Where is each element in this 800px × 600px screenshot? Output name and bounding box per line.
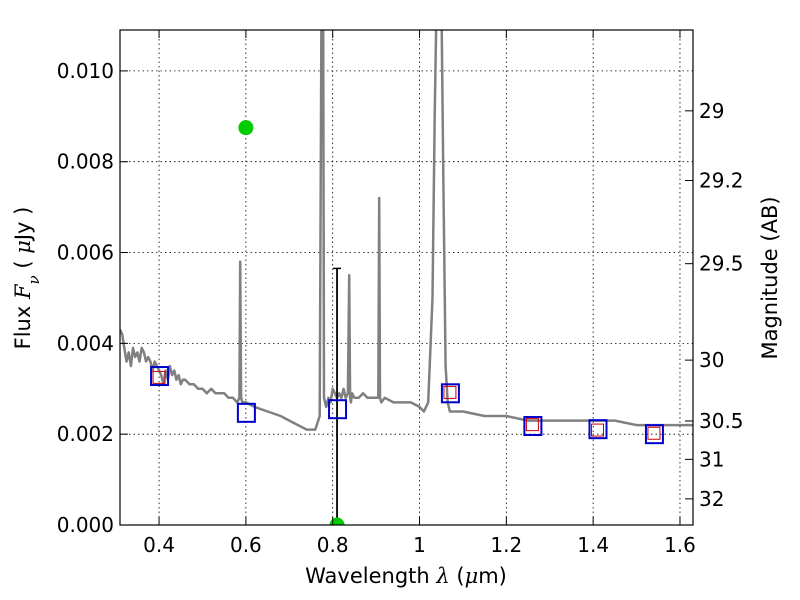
model-photometry-square <box>236 402 256 423</box>
x-tick-label: 1.2 <box>490 533 522 557</box>
y2-axis-ticks: 29 29.2 29.5 30 30.5 31 32 <box>685 99 744 511</box>
x-tick-label: 0.8 <box>317 533 349 557</box>
y-tick-label: 0.004 <box>57 331 114 355</box>
model-photometry-square <box>150 366 170 387</box>
y2-tick-label: 29.5 <box>699 252 744 276</box>
model-photometry-square <box>588 419 608 440</box>
model-photometry-square <box>328 399 348 420</box>
y-tick-label: 0.006 <box>57 241 114 265</box>
x-tick-label: 1 <box>413 533 426 557</box>
observed-flux-square <box>525 418 539 432</box>
model-photometry-square <box>523 416 543 436</box>
y-axis-ticks: 0.000 0.002 0.004 0.006 0.008 0.010 <box>57 59 128 537</box>
y-tick-label: 0.010 <box>57 59 114 83</box>
detection-markers <box>238 120 345 525</box>
x-tick-label: 0.4 <box>143 533 175 557</box>
y2-tick-label: 32 <box>699 487 724 511</box>
model-photometry-square <box>440 383 460 404</box>
observed-flux-square <box>443 385 457 399</box>
y-tick-label: 0.008 <box>57 150 114 174</box>
y2-tick-label: 31 <box>699 447 724 471</box>
model-photometry-square <box>644 424 664 445</box>
y2-tick-label: 30 <box>699 348 724 372</box>
observed-flux-markers <box>152 370 661 440</box>
observed-flux-square <box>152 370 166 384</box>
sed-model-line <box>120 30 693 431</box>
y-axis-label: Flux Fν ( μJy ) <box>11 207 43 350</box>
plot-background <box>120 30 693 525</box>
y2-tick-label: 30.5 <box>699 409 744 433</box>
observed-flux-square <box>647 426 661 440</box>
y-tick-label: 0.000 <box>57 513 114 537</box>
x-tick-label: 1.6 <box>664 533 696 557</box>
y2-axis-label: Magnitude (AB) <box>758 196 782 359</box>
observed-flux-square <box>591 423 604 437</box>
detection-point <box>329 517 345 525</box>
y2-tick-label: 29.2 <box>699 169 744 193</box>
model-photometry-markers <box>150 366 664 445</box>
x-axis-ticks: 0.4 0.6 0.8 1 1.2 1.4 1.6 <box>143 30 696 557</box>
error-bars <box>333 267 342 525</box>
detection-point <box>238 120 254 136</box>
x-axis-label: Wavelength λ (μm) <box>305 564 507 588</box>
x-tick-label: 1.4 <box>577 533 609 557</box>
x-tick-label: 0.6 <box>230 533 262 557</box>
y-tick-label: 0.002 <box>57 422 114 446</box>
y2-tick-label: 29 <box>699 99 724 123</box>
plot-frame <box>119 29 694 526</box>
